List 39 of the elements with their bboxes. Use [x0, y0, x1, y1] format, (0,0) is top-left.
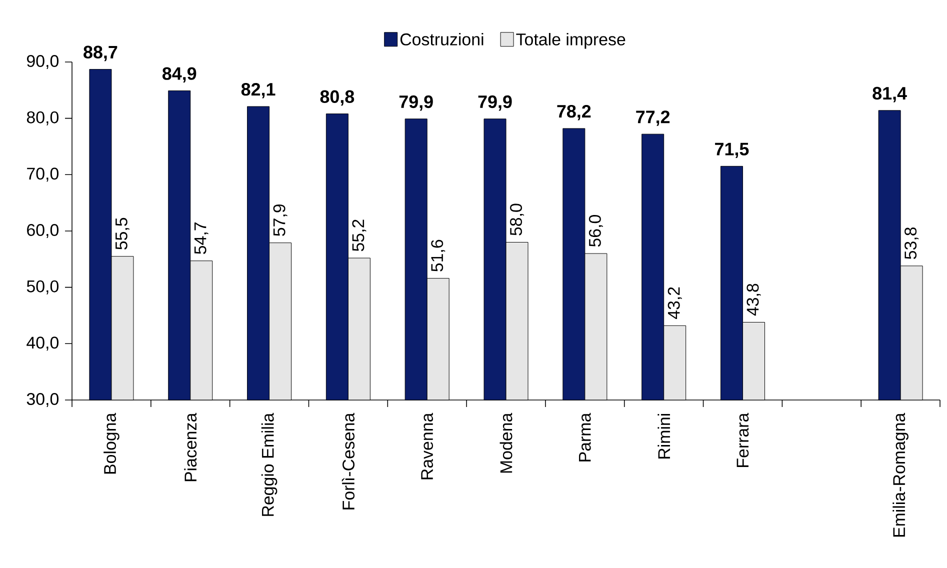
y-tick-label: 80,0 [26, 111, 59, 126]
legend-label: Costruzioni [400, 32, 484, 46]
y-tick-label: 90,0 [27, 54, 59, 69]
data-label: 80,8 [320, 90, 354, 106]
data-label: 77,2 [636, 110, 670, 126]
x-tick-label: Parma [579, 412, 591, 462]
data-label: 58,0 [510, 204, 524, 236]
data-label: 81,4 [872, 86, 907, 102]
y-tick-label: 40,0 [26, 336, 59, 351]
data-label: 79,9 [399, 95, 433, 111]
data-label: 79,9 [478, 95, 512, 111]
y-tick-label: 50,0 [26, 280, 59, 294]
data-label: 78,2 [557, 104, 591, 120]
x-tick-label: Reggio Emilia [261, 412, 278, 516]
x-tick-label: Rimini [658, 414, 670, 458]
data-label: 84,9 [162, 67, 196, 83]
data-label: 53,8 [904, 227, 919, 260]
y-tick-label: 30,0 [26, 392, 59, 407]
x-tick-label: Piacenza [184, 412, 197, 482]
data-label: 55,2 [352, 220, 366, 252]
data-label: 82,1 [241, 82, 276, 98]
data-label: 56,0 [588, 215, 603, 247]
data-label: 43,8 [746, 284, 761, 316]
data-label: 57,9 [273, 204, 288, 236]
y-tick-label: 60,0 [27, 224, 59, 238]
data-label: 51,6 [431, 240, 446, 272]
y-tick-label: 70,0 [27, 168, 59, 182]
legend-label: Totale imprese [516, 32, 626, 49]
x-tick-label: Emilia-Romagna [892, 412, 908, 537]
data-label: 55,5 [116, 218, 130, 250]
x-tick-label: Ferrara [736, 412, 749, 467]
data-label: 71,5 [715, 142, 749, 158]
data-label: 54,7 [194, 222, 208, 254]
x-tick-label: Forlì-Cesena [342, 412, 355, 510]
data-label: 43,2 [668, 287, 682, 320]
data-label: 88,7 [84, 46, 118, 62]
x-tick-label: Ravenna [421, 412, 434, 480]
x-tick-label: Bologna [104, 412, 120, 474]
x-tick-label: Modena [500, 412, 512, 473]
